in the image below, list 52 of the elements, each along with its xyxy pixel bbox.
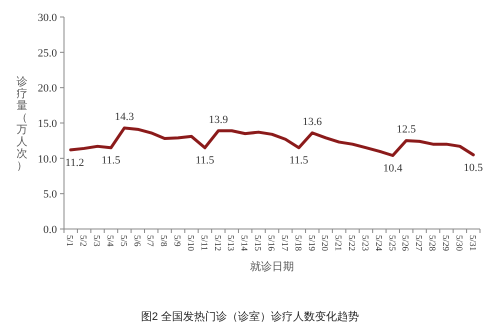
x-tick-label: 5/29: [440, 235, 451, 252]
x-tick-label: 5/31: [468, 235, 478, 252]
x-tick-label: 5/18: [293, 235, 304, 252]
y-tick-label: 20.0: [38, 82, 58, 95]
x-tick-label: 5/30: [454, 235, 464, 252]
data-label: 10.4: [383, 162, 403, 175]
x-tick-label: 5/7: [146, 235, 156, 247]
data-label: 11.2: [65, 156, 84, 169]
x-tick-label: 5/20: [320, 235, 330, 252]
line-series: [69, 126, 475, 158]
data-label: 12.5: [396, 124, 416, 136]
x-tick-label: 5/2: [78, 235, 89, 247]
x-axis-title: 就诊日期: [250, 260, 294, 273]
x-tick-label: 5/9: [172, 235, 183, 247]
x-tick-label: 5/11: [199, 235, 210, 251]
x-tick-label: 5/24: [374, 235, 384, 252]
x-tick-label: 5/26: [400, 235, 411, 252]
x-tick-label: 5/10: [186, 235, 196, 252]
data-label: 13.9: [208, 114, 228, 126]
data-label: 10.5: [464, 162, 484, 174]
data-label: 13.6: [302, 116, 322, 128]
y-tick-label: 0.0: [43, 224, 58, 236]
x-tick-label: 5/8: [159, 235, 170, 247]
data-label: 11.5: [102, 154, 121, 167]
y-tick-label: 10.0: [38, 153, 58, 166]
y-tick-label: 30.0: [38, 12, 58, 24]
x-tick-label: 5/3: [92, 235, 102, 247]
x-tick-label: 5/15: [253, 235, 264, 252]
data-label: 14.3: [114, 110, 135, 123]
y-tick-label: 15.0: [38, 118, 58, 130]
x-tick-label: 5/22: [347, 235, 358, 252]
x-tick-label: 5/28: [428, 235, 438, 252]
caption: 图2 全国发热门诊（诊室）诊疗人数变化趋势: [140, 310, 360, 323]
x-tick-label: 5/14: [240, 235, 250, 252]
x-tick-label: 5/13: [226, 235, 236, 252]
x-tick-label: 5/25: [387, 235, 398, 252]
x-tick-label: 5/5: [118, 235, 129, 247]
x-tick-label: 5/27: [414, 235, 424, 252]
x-tick-label: 5/12: [212, 235, 223, 252]
x-tick-label: 5/17: [280, 235, 290, 252]
data-label: 11.5: [289, 154, 309, 167]
x-tick-label: 5/23: [360, 235, 370, 252]
y-tick-label: 5.0: [43, 188, 58, 201]
x-tick-label: 5/6: [132, 235, 142, 247]
x-tick-label: 5/19: [306, 235, 317, 252]
y-tick-label: 25.0: [38, 47, 58, 60]
x-tick-label: 5/1: [65, 235, 76, 247]
y-axis-title: 诊疗量（万人次）: [16, 76, 28, 172]
x-tick-label: 5/21: [334, 235, 344, 252]
x-tick-label: 5/4: [105, 235, 116, 247]
x-tick-label: 5/16: [266, 235, 276, 252]
data-label: 11.5: [195, 154, 215, 167]
